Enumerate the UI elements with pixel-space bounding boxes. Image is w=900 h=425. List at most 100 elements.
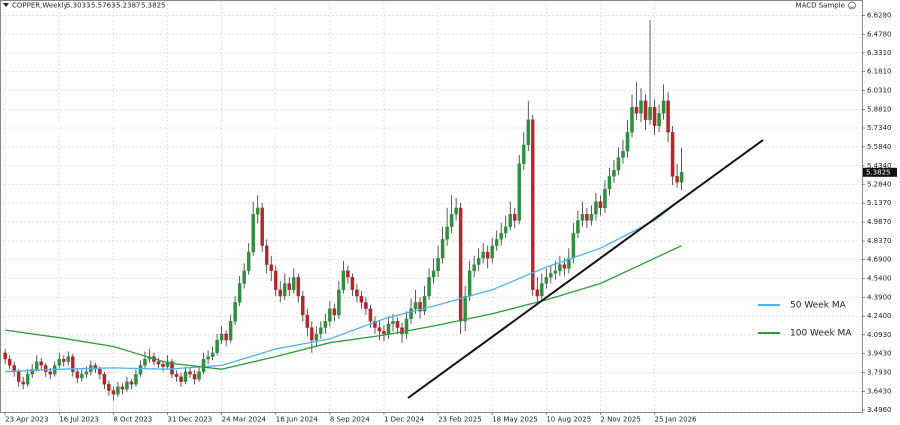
candle-body [111,390,116,395]
candle-body [242,270,246,284]
candle-body [454,207,458,215]
candle-body [310,327,314,341]
menu-triangle [3,3,9,7]
candle-body [386,323,391,335]
trendline [407,139,764,399]
candle-body [625,132,630,152]
candle-body [364,302,368,309]
candle-body [278,289,282,297]
moving-average-line [5,198,683,373]
candle-body [391,321,395,324]
y-tick-label: 5.1370 [867,199,892,207]
candle-body [522,144,526,164]
moving-average-line [5,245,682,370]
candle-body [120,386,125,390]
candle-body [237,283,242,303]
candle-body [71,356,75,372]
candle-body [657,113,661,127]
candle-body [436,258,440,272]
candle-body [255,207,260,215]
candle-body [129,381,134,385]
legend-label: 100 Week MA [790,329,852,339]
y-tick-label: 5.5840 [867,143,892,151]
candle-body [323,321,328,328]
candle-body [449,214,454,227]
candle-body [589,214,594,221]
close-value: 5.3825 [141,2,166,10]
candle-body [346,270,350,278]
candle-body [273,270,278,290]
candle-body [125,381,129,390]
grid [0,0,862,412]
candle-body [341,270,346,290]
y-tick-label: 4.9870 [867,218,892,226]
y-tick-label: 4.5400 [867,274,892,282]
symbol-label: COPPER,Weekly [12,2,68,10]
candle-body [210,352,215,357]
candle-body [368,308,373,322]
candle-body [30,369,34,375]
candle-body [39,361,43,366]
candle-body [116,386,120,395]
candle-body [16,371,21,382]
candle-body [558,264,562,272]
candle-body [526,119,531,146]
y-tick-label: 6.0310 [867,87,892,95]
y-tick-label: 5.2840 [867,181,892,189]
x-tick-label: 16 Jun 2024 [276,416,319,424]
candle-body [62,358,66,362]
candle-body [305,314,310,328]
candle-body [562,264,567,269]
candle-body [57,358,62,366]
candle-body [215,340,219,353]
x-tick-label: 8 Sep 2024 [330,416,370,424]
candle-body [98,369,102,375]
low-value: 5.2387 [116,2,141,10]
candle-body [481,251,485,259]
open-value: 5.3033 [66,2,91,10]
indicator-icon [848,1,856,10]
candle-body [34,361,39,370]
x-tick-label: 25 Jan 2026 [655,416,698,424]
candle-body [621,151,625,158]
candle-body [301,295,305,316]
candle-body [170,361,174,375]
candle-body [643,100,648,120]
x-tick-label: 16 Jul 2023 [59,416,99,424]
candle-body [3,352,7,360]
x-tick-label: 24 Mar 2024 [222,416,267,424]
y-tick-label: 4.0930 [867,331,892,339]
candle-body [666,100,670,133]
candle-body [337,289,341,316]
candle-body [549,273,553,278]
candle-body [84,371,89,375]
candle-body [246,251,251,272]
candle-body [594,201,598,215]
candle-body [66,356,71,362]
candle-body [553,270,558,274]
candle-body [567,258,571,269]
candle-body [138,365,143,375]
candle-body [201,358,206,372]
candle-body [616,157,621,171]
candle-body [503,226,508,234]
candle-body [161,363,165,367]
candle-body [165,361,170,367]
y-tick-label: 4.8370 [867,237,892,245]
plot-border [0,0,863,413]
candle-body [445,226,449,240]
candle-body [517,163,522,221]
y-tick-label: 3.9430 [867,350,892,358]
y-tick-label: 3.6430 [867,387,892,395]
candle-body [183,371,188,382]
candle-body [206,356,210,360]
candle-body [544,277,549,284]
candle-body [328,308,332,322]
candle-body [156,361,161,365]
candle-body [607,176,612,190]
plot [3,20,684,401]
candle-body [43,365,48,372]
candle-body [287,283,292,290]
candle-body [283,283,287,297]
